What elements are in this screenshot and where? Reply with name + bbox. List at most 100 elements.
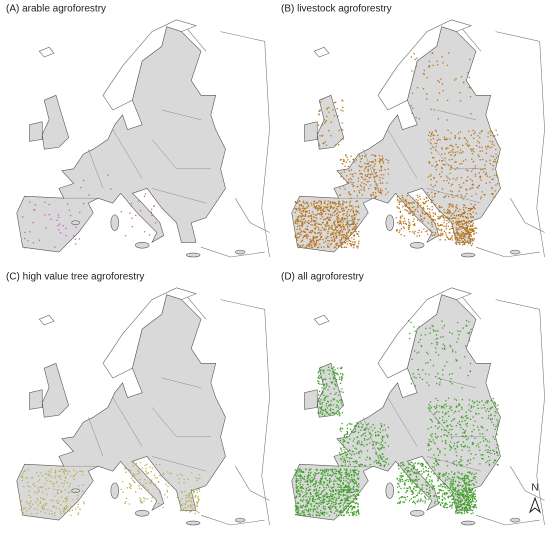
dot <box>372 193 375 196</box>
dot <box>350 474 353 476</box>
dot <box>468 231 470 233</box>
dot <box>306 221 309 223</box>
dot <box>358 494 360 497</box>
dot <box>440 232 442 235</box>
dot <box>367 168 369 170</box>
dot <box>77 506 79 508</box>
dot <box>467 477 469 479</box>
dot <box>131 477 133 480</box>
dot <box>380 457 382 459</box>
dot <box>31 477 33 479</box>
dot <box>454 151 456 153</box>
dot <box>402 206 404 208</box>
dot <box>354 505 356 508</box>
dot <box>82 490 84 492</box>
dot <box>314 228 316 230</box>
dot <box>334 214 336 216</box>
dot <box>320 214 323 216</box>
dot <box>349 240 352 242</box>
dot <box>358 192 361 194</box>
dot <box>341 411 344 414</box>
dot <box>64 497 66 500</box>
dot <box>478 155 480 158</box>
dot <box>414 496 416 498</box>
dot <box>296 219 299 222</box>
dot <box>139 479 141 481</box>
dot <box>435 145 437 148</box>
dot <box>464 507 466 509</box>
dot <box>414 230 416 232</box>
dot <box>452 494 454 496</box>
dot <box>446 119 448 121</box>
dot <box>461 223 463 225</box>
dot <box>396 229 398 231</box>
dot <box>470 490 472 492</box>
dot <box>317 372 319 374</box>
dot <box>449 151 451 153</box>
dot <box>345 454 347 456</box>
dot <box>146 472 148 474</box>
dot <box>356 436 358 438</box>
dot <box>464 495 466 498</box>
dot <box>54 477 56 479</box>
dot <box>381 447 383 449</box>
dot <box>356 497 358 500</box>
dot <box>360 176 363 178</box>
dot <box>439 417 441 419</box>
dot <box>365 459 367 461</box>
dot <box>434 425 437 427</box>
dot <box>347 227 349 229</box>
dot <box>197 495 199 498</box>
dot <box>387 159 390 162</box>
dot <box>359 173 361 175</box>
dot <box>396 478 398 480</box>
dot <box>344 494 346 496</box>
dot <box>468 339 471 342</box>
dot <box>384 168 386 171</box>
dot <box>333 101 336 104</box>
dot <box>361 177 364 179</box>
dot <box>298 215 300 217</box>
dot <box>468 506 471 509</box>
dot <box>442 374 444 376</box>
dot <box>330 493 332 495</box>
dot <box>307 216 309 218</box>
dot <box>354 460 356 463</box>
dot <box>76 471 78 473</box>
dot <box>306 206 309 208</box>
dot <box>140 499 142 501</box>
dot <box>131 461 133 463</box>
dot <box>46 493 48 496</box>
dot <box>464 479 466 481</box>
dot <box>454 398 456 400</box>
north-arrow: N <box>528 483 542 514</box>
dot <box>37 480 39 483</box>
dot <box>322 412 324 414</box>
dot <box>339 493 341 495</box>
dot <box>448 218 450 220</box>
dot <box>319 223 321 225</box>
dot <box>19 501 21 503</box>
dot <box>129 212 131 214</box>
dot <box>302 512 304 514</box>
dot <box>314 508 317 511</box>
dot <box>404 208 406 211</box>
dot <box>342 489 344 491</box>
dot <box>489 418 492 420</box>
dot <box>60 482 63 484</box>
dot <box>356 510 359 512</box>
dot <box>468 488 470 490</box>
dot <box>50 499 52 501</box>
dot <box>436 461 438 463</box>
dot <box>332 486 334 489</box>
dot <box>324 498 326 500</box>
dot <box>422 465 424 467</box>
dot <box>307 474 310 476</box>
dot <box>461 506 463 509</box>
dot <box>457 338 459 340</box>
dot <box>65 469 67 472</box>
dot <box>166 489 168 492</box>
dot <box>349 463 351 466</box>
dot <box>309 499 311 501</box>
dot <box>181 504 183 507</box>
